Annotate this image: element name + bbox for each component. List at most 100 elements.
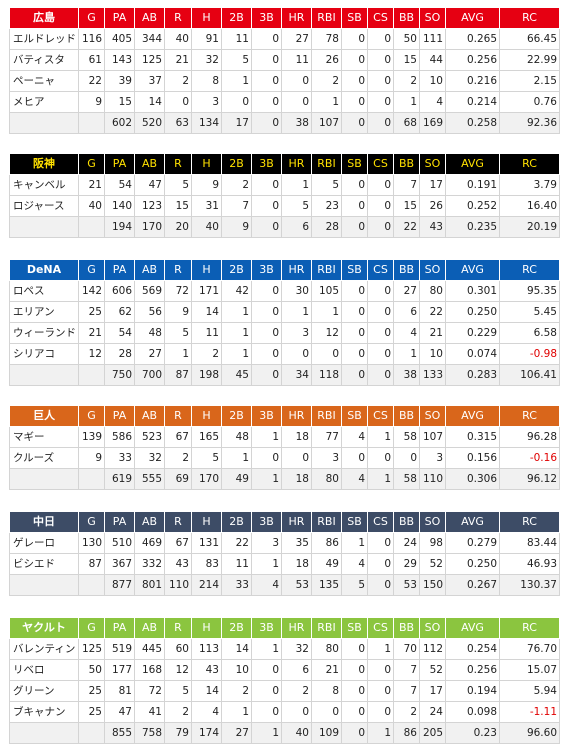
total-3b: 1: [251, 468, 282, 490]
stat-ab: 168: [134, 659, 165, 681]
stat-h: 171: [191, 280, 222, 302]
total-rc: 20.19: [499, 216, 560, 238]
stat-cs: 1: [367, 638, 394, 660]
stat-bb: 27: [393, 280, 420, 302]
stat-3b: 0: [251, 447, 282, 469]
stat-pa: 510: [104, 532, 135, 554]
stat-g: 125: [78, 638, 105, 660]
column-header-hr: HR: [281, 617, 312, 639]
stat-3b: 0: [251, 174, 282, 196]
team-name: ヤクルト: [9, 617, 79, 639]
column-header-2b: 2B: [221, 405, 252, 427]
column-header-bb: BB: [393, 617, 420, 639]
stat-rc: 96.28: [499, 426, 560, 448]
stat-bb: 24: [393, 532, 420, 554]
stat-rbi: 23: [311, 195, 342, 217]
column-header-2b: 2B: [221, 153, 252, 175]
total-rbi: 109: [311, 722, 342, 744]
stat-ab: 56: [134, 301, 165, 323]
total-rc: 92.36: [499, 112, 560, 134]
stat-rbi: 86: [311, 532, 342, 554]
stat-2b: 22: [221, 532, 252, 554]
stat-bb: 0: [393, 447, 420, 469]
stat-rbi: 77: [311, 426, 342, 448]
player-row: ウィーランド 21 54 48 5 11 1 0 3 12 0 0 4 21 0.229 6.58: [9, 322, 560, 344]
total-3b: 0: [251, 364, 282, 386]
player-row: ロペス 142 606 569 72 171 42 0 30 105 0 0 27 80 0.301 95.3…: [9, 280, 560, 302]
stat-rc: 0.76: [499, 91, 560, 113]
player-name: バレンティン: [9, 638, 79, 660]
stat-rc: -1.11: [499, 701, 560, 723]
stat-avg: 0.214: [445, 91, 500, 113]
column-header-so: SO: [419, 511, 446, 533]
player-name: ゲレーロ: [9, 532, 79, 554]
stat-h: 165: [191, 426, 222, 448]
column-header-so: SO: [419, 7, 446, 29]
stat-avg: 0.256: [445, 49, 500, 71]
stat-so: 10: [419, 343, 446, 365]
stat-hr: 18: [281, 553, 312, 575]
player-name: シリアコ: [9, 343, 79, 365]
stat-r: 21: [164, 49, 192, 71]
total-ab: 555: [134, 468, 165, 490]
stat-r: 5: [164, 322, 192, 344]
team-table: 阪神 G PA AB R H 2B 3B HR RBI SB CS BB SO AVG RC キャンベル 21 54…: [9, 153, 560, 238]
column-header-r: R: [164, 7, 192, 29]
player-name: ペーニャ: [9, 70, 79, 92]
stat-so: 107: [419, 426, 446, 448]
stat-hr: 1: [281, 301, 312, 323]
stat-avg: 0.250: [445, 301, 500, 323]
column-header-sb: SB: [341, 7, 368, 29]
stat-r: 67: [164, 532, 192, 554]
stat-r: 9: [164, 301, 192, 323]
player-row: マギー 139 586 523 67 165 48 1 18 77 4 1 58 107 0.315 96.2…: [9, 426, 560, 448]
stat-so: 44: [419, 49, 446, 71]
stat-g: 130: [78, 532, 105, 554]
total-cs: 0: [367, 574, 394, 596]
stat-rbi: 5: [311, 174, 342, 196]
player-row: キャンベル 21 54 47 5 9 2 0 1 5 0 0 7 17 0.191 3.79: [9, 174, 560, 196]
column-header-cs: CS: [367, 405, 394, 427]
column-header-bb: BB: [393, 259, 420, 281]
stat-hr: 0: [281, 447, 312, 469]
stat-rbi: 0: [311, 701, 342, 723]
team-total-row: 750 700 87 198 45 0 34 118 0 0 38 133 0.283 106.41: [9, 364, 560, 386]
stat-bb: 50: [393, 28, 420, 50]
player-row: グリーン 25 81 72 5 14 2 0 2 8 0 0 7 17 0.194 5.94: [9, 680, 560, 702]
stat-hr: 11: [281, 49, 312, 71]
stat-rbi: 80: [311, 638, 342, 660]
player-name: キャンベル: [9, 174, 79, 196]
stat-g: 116: [78, 28, 105, 50]
stat-hr: 0: [281, 701, 312, 723]
total-rc: 96.12: [499, 468, 560, 490]
total-sb: 5: [341, 574, 368, 596]
player-name: ロペス: [9, 280, 79, 302]
stat-2b: 48: [221, 426, 252, 448]
total-hr: 6: [281, 216, 312, 238]
stat-pa: 606: [104, 280, 135, 302]
stat-h: 9: [191, 174, 222, 196]
column-header-h: H: [191, 259, 222, 281]
stat-h: 91: [191, 28, 222, 50]
column-header-cs: CS: [367, 7, 394, 29]
total-sb: 0: [341, 364, 368, 386]
column-header-sb: SB: [341, 405, 368, 427]
total-3b: 0: [251, 112, 282, 134]
stat-2b: 11: [221, 553, 252, 575]
column-header-g: G: [78, 259, 105, 281]
team-header-row: 中日 G PA AB R H 2B 3B HR RBI SB CS BB SO AVG RC: [9, 511, 560, 533]
player-name: リベロ: [9, 659, 79, 681]
stat-g: 22: [78, 70, 105, 92]
stat-3b: 0: [251, 680, 282, 702]
stat-avg: 0.194: [445, 680, 500, 702]
stat-ab: 27: [134, 343, 165, 365]
column-header-avg: AVG: [445, 405, 500, 427]
stat-bb: 58: [393, 426, 420, 448]
stat-so: 21: [419, 322, 446, 344]
total-hr: 38: [281, 112, 312, 134]
stat-cs: 0: [367, 174, 394, 196]
team-name: 中日: [9, 511, 79, 533]
column-header-rbi: RBI: [311, 153, 342, 175]
stat-ab: 47: [134, 174, 165, 196]
total-label: [9, 364, 79, 386]
